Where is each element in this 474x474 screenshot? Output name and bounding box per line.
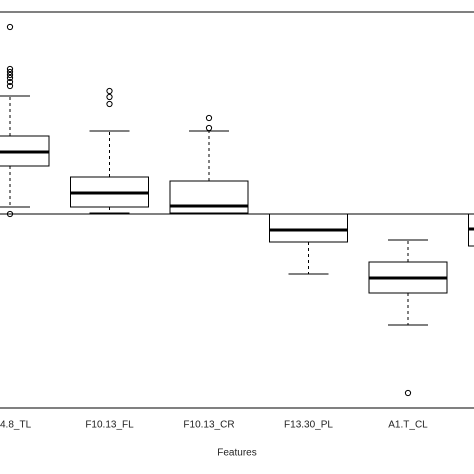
box xyxy=(169,180,249,214)
x-tick-label: A1.T_CL xyxy=(388,420,428,431)
box xyxy=(269,213,348,243)
outlier xyxy=(6,78,14,86)
x-tick-label: F10.13_CR xyxy=(183,420,234,431)
outlier xyxy=(205,124,213,132)
outlier xyxy=(106,87,113,95)
outlier xyxy=(106,100,113,108)
x-axis-title: Features xyxy=(217,448,256,459)
outlier xyxy=(6,65,14,73)
outlier xyxy=(205,114,213,122)
outlier xyxy=(6,68,14,76)
outlier xyxy=(6,71,14,79)
outlier xyxy=(6,23,14,31)
outlier xyxy=(6,82,14,90)
outlier xyxy=(6,74,14,82)
outlier xyxy=(404,389,412,397)
outlier xyxy=(6,210,14,218)
x-tick-label: F10.13_FL xyxy=(85,420,134,431)
x-tick-label: F13.30_PL xyxy=(284,420,333,431)
outlier xyxy=(106,93,113,101)
x-tick-label: 4.8_TL xyxy=(0,420,32,431)
